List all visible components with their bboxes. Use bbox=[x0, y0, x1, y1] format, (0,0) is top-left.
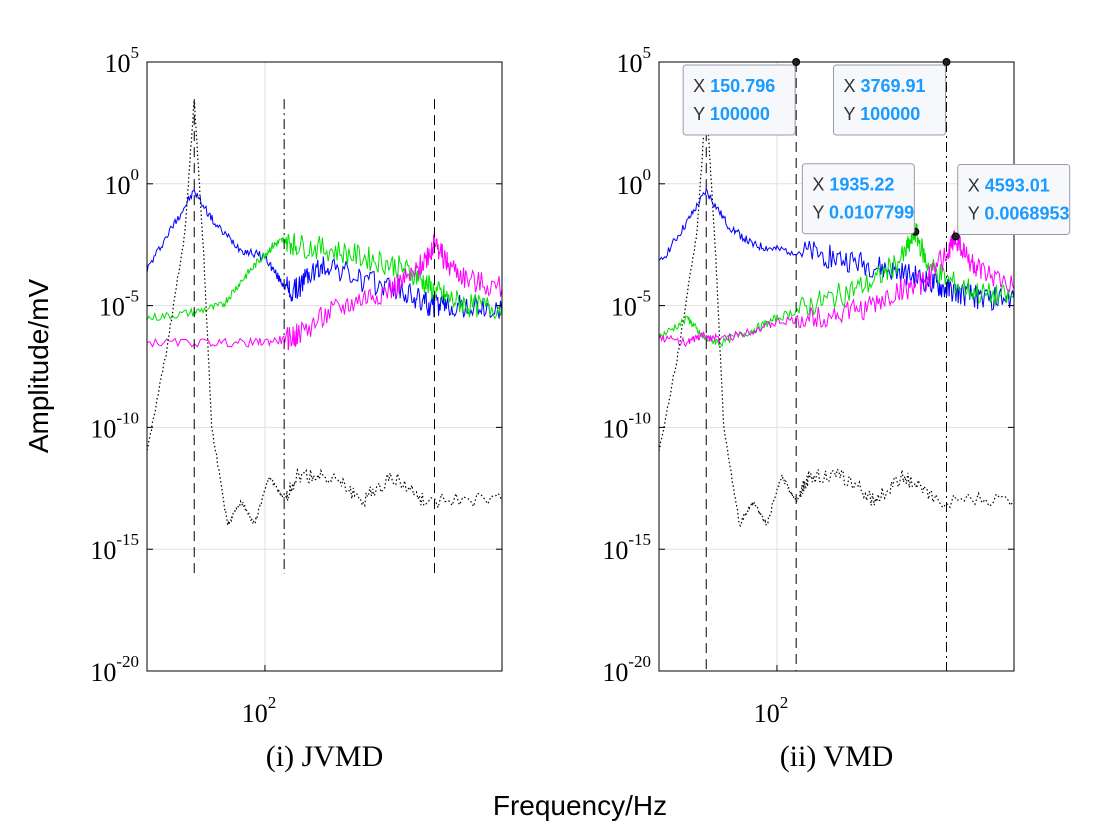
panel-2: 105 100 10-5 10-10 10-15 10-20 102 (ii) VMD X 15… bbox=[602, 43, 1071, 773]
datatip-marker[interactable] bbox=[942, 58, 951, 66]
panel-1: 105 100 10-5 10-10 10-15 10-20 102 (i) JVMD bbox=[90, 43, 503, 773]
datatip-box bbox=[682, 64, 796, 136]
series-line-mode-2 bbox=[147, 233, 502, 321]
y-tick-label: 105 bbox=[617, 43, 652, 78]
datatip-box bbox=[801, 163, 915, 235]
datatip[interactable]: X 3769.91 Y 100000 bbox=[832, 64, 946, 136]
datatip-marker[interactable] bbox=[951, 232, 960, 241]
y-tick-label: 10-5 bbox=[611, 287, 651, 322]
x-axis-label: Frequency/Hz bbox=[493, 790, 667, 821]
datatip-y: Y 100000 bbox=[843, 104, 920, 124]
axes-box bbox=[658, 61, 1015, 672]
datatip[interactable]: X 150.796 Y 100000 bbox=[682, 64, 796, 136]
datatip-box bbox=[832, 64, 946, 136]
y-tick-label: 100 bbox=[105, 165, 140, 200]
datatip-x: X 4593.01 bbox=[968, 175, 1050, 195]
y-tick-label: 10-20 bbox=[602, 652, 651, 687]
datatip-y: Y 100000 bbox=[693, 104, 770, 124]
datatip-box bbox=[957, 163, 1071, 235]
datatip[interactable]: X 1935.22 Y 0.0107799 bbox=[801, 163, 915, 235]
datatip-x: X 3769.91 bbox=[843, 76, 925, 96]
y-tick-label: 10-10 bbox=[90, 408, 139, 443]
y-tick-label: 10-15 bbox=[602, 530, 651, 565]
datatip-x: X 150.796 bbox=[693, 76, 775, 96]
datatip-y: Y 0.0107799 bbox=[812, 203, 914, 223]
y-tick-label: 10-10 bbox=[602, 408, 651, 443]
series-line-residual bbox=[659, 97, 1014, 528]
y-tick-label: 10-15 bbox=[90, 530, 139, 565]
datatip-marker[interactable] bbox=[792, 58, 801, 66]
plot-area bbox=[147, 99, 502, 574]
y-axis-label: Amplitude/mV bbox=[23, 279, 54, 454]
series-line-mode-3 bbox=[147, 230, 502, 351]
datatip-x: X 1935.22 bbox=[812, 175, 894, 195]
x-tick-label: 102 bbox=[242, 693, 277, 728]
series-line-mode-3 bbox=[659, 229, 1014, 348]
x-tick-label: 102 bbox=[754, 693, 789, 728]
y-tick-label: 105 bbox=[105, 43, 140, 78]
y-tick-label: 100 bbox=[617, 165, 652, 200]
axes-box bbox=[146, 61, 503, 672]
series-line-mode-1 bbox=[147, 188, 502, 319]
plot-area bbox=[659, 62, 1014, 671]
y-tick-label: 10-20 bbox=[90, 652, 139, 687]
y-tick-label: 10-5 bbox=[99, 287, 139, 322]
datatip-y: Y 0.0068953 bbox=[968, 203, 1070, 223]
panel-title: (ii) VMD bbox=[780, 740, 894, 773]
panel-title: (i) JVMD bbox=[266, 740, 384, 773]
datatip[interactable]: X 4593.01 Y 0.0068953 bbox=[957, 163, 1071, 235]
